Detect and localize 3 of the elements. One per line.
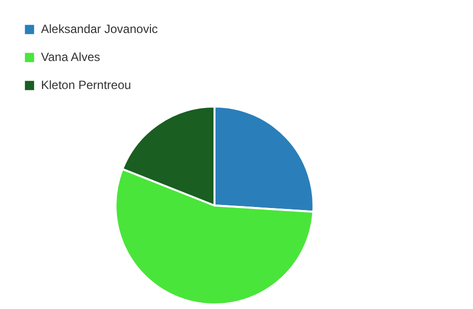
legend-label: Kleton Perntreou bbox=[41, 78, 132, 92]
legend-label: Aleksandar Jovanovic bbox=[41, 22, 158, 36]
legend-label: Vana Alves bbox=[41, 50, 100, 64]
